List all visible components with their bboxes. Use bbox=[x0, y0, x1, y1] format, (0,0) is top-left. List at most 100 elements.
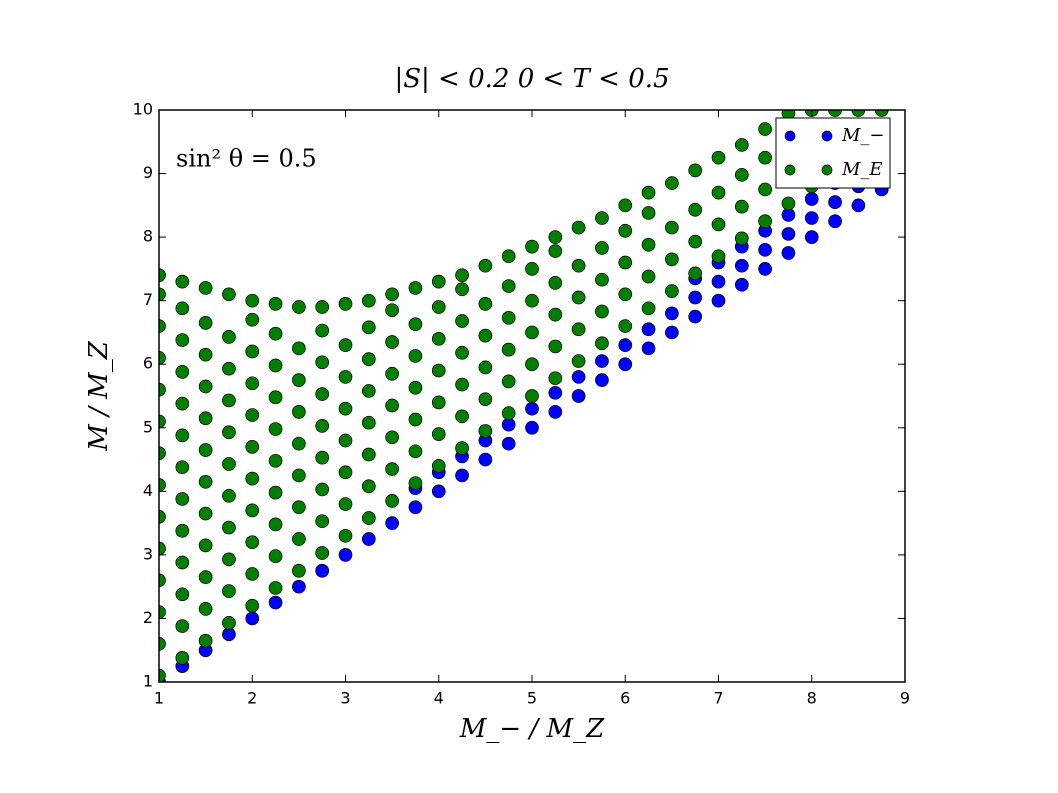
point bbox=[478, 360, 493, 375]
point bbox=[571, 322, 586, 337]
point bbox=[571, 290, 586, 305]
point bbox=[385, 430, 399, 445]
point bbox=[175, 428, 190, 443]
point bbox=[781, 196, 796, 211]
point bbox=[641, 301, 656, 316]
point bbox=[361, 479, 376, 494]
point bbox=[159, 268, 166, 283]
point bbox=[665, 325, 679, 340]
point bbox=[175, 333, 190, 347]
point bbox=[501, 310, 516, 325]
point bbox=[501, 436, 516, 451]
point bbox=[641, 341, 656, 356]
point bbox=[665, 252, 679, 267]
point bbox=[501, 417, 516, 432]
point bbox=[828, 214, 842, 229]
point bbox=[665, 220, 679, 235]
y-tick-label: 2 bbox=[143, 608, 153, 627]
point bbox=[198, 281, 213, 295]
point bbox=[455, 377, 469, 392]
point bbox=[734, 138, 749, 152]
point bbox=[758, 262, 772, 276]
point bbox=[571, 389, 586, 403]
point bbox=[851, 198, 866, 213]
point bbox=[408, 444, 423, 459]
point bbox=[361, 293, 376, 308]
point bbox=[595, 272, 609, 287]
point bbox=[222, 616, 236, 630]
point bbox=[431, 459, 446, 473]
point bbox=[198, 443, 213, 457]
point bbox=[268, 390, 283, 405]
point bbox=[292, 468, 306, 483]
point bbox=[711, 249, 726, 264]
point bbox=[431, 395, 446, 410]
point bbox=[268, 358, 283, 373]
point bbox=[571, 220, 586, 235]
point bbox=[159, 509, 166, 524]
point bbox=[385, 462, 399, 476]
point bbox=[245, 503, 260, 518]
point bbox=[501, 374, 516, 389]
point bbox=[548, 230, 563, 244]
point bbox=[198, 411, 213, 426]
point bbox=[595, 241, 609, 255]
point bbox=[665, 284, 679, 298]
point bbox=[455, 314, 469, 328]
legend-marker bbox=[784, 164, 796, 176]
point bbox=[478, 392, 493, 407]
point bbox=[268, 422, 283, 436]
point bbox=[478, 328, 493, 343]
point bbox=[758, 122, 772, 136]
point bbox=[159, 446, 166, 461]
point bbox=[245, 471, 260, 486]
point bbox=[781, 208, 796, 222]
point bbox=[758, 214, 772, 229]
point bbox=[361, 447, 376, 462]
point bbox=[455, 345, 469, 360]
point bbox=[338, 465, 353, 480]
point bbox=[525, 357, 539, 372]
point bbox=[501, 342, 516, 357]
point bbox=[501, 406, 516, 421]
point bbox=[501, 279, 516, 293]
point bbox=[618, 198, 633, 213]
y-tick-label: 8 bbox=[143, 227, 153, 246]
point bbox=[711, 217, 726, 232]
x-tick-label: 3 bbox=[340, 689, 350, 708]
point bbox=[159, 541, 166, 556]
point bbox=[268, 453, 283, 468]
annotation: sin² θ = 0.5 bbox=[176, 145, 317, 173]
point bbox=[431, 427, 446, 441]
point bbox=[595, 211, 609, 225]
point bbox=[595, 336, 609, 351]
point bbox=[292, 373, 306, 387]
point bbox=[385, 494, 399, 508]
point bbox=[548, 244, 563, 258]
point bbox=[455, 409, 469, 424]
point bbox=[595, 373, 609, 387]
point bbox=[548, 405, 563, 419]
point bbox=[525, 325, 539, 340]
y-tick-label: 4 bbox=[143, 481, 153, 500]
point bbox=[665, 306, 679, 321]
point bbox=[828, 110, 842, 117]
point bbox=[292, 579, 306, 594]
point bbox=[159, 605, 166, 619]
point bbox=[245, 344, 260, 359]
point bbox=[245, 535, 260, 550]
point bbox=[734, 199, 749, 214]
point bbox=[245, 376, 260, 391]
point bbox=[571, 258, 586, 273]
point bbox=[781, 227, 796, 241]
legend-box bbox=[775, 117, 891, 189]
x-tick-label: 6 bbox=[620, 689, 630, 708]
point bbox=[385, 287, 399, 302]
point bbox=[292, 500, 306, 515]
point bbox=[851, 110, 866, 117]
point bbox=[175, 274, 190, 289]
point bbox=[292, 563, 306, 578]
point bbox=[548, 371, 563, 386]
x-tick-label: 2 bbox=[247, 689, 257, 708]
point bbox=[688, 234, 703, 249]
